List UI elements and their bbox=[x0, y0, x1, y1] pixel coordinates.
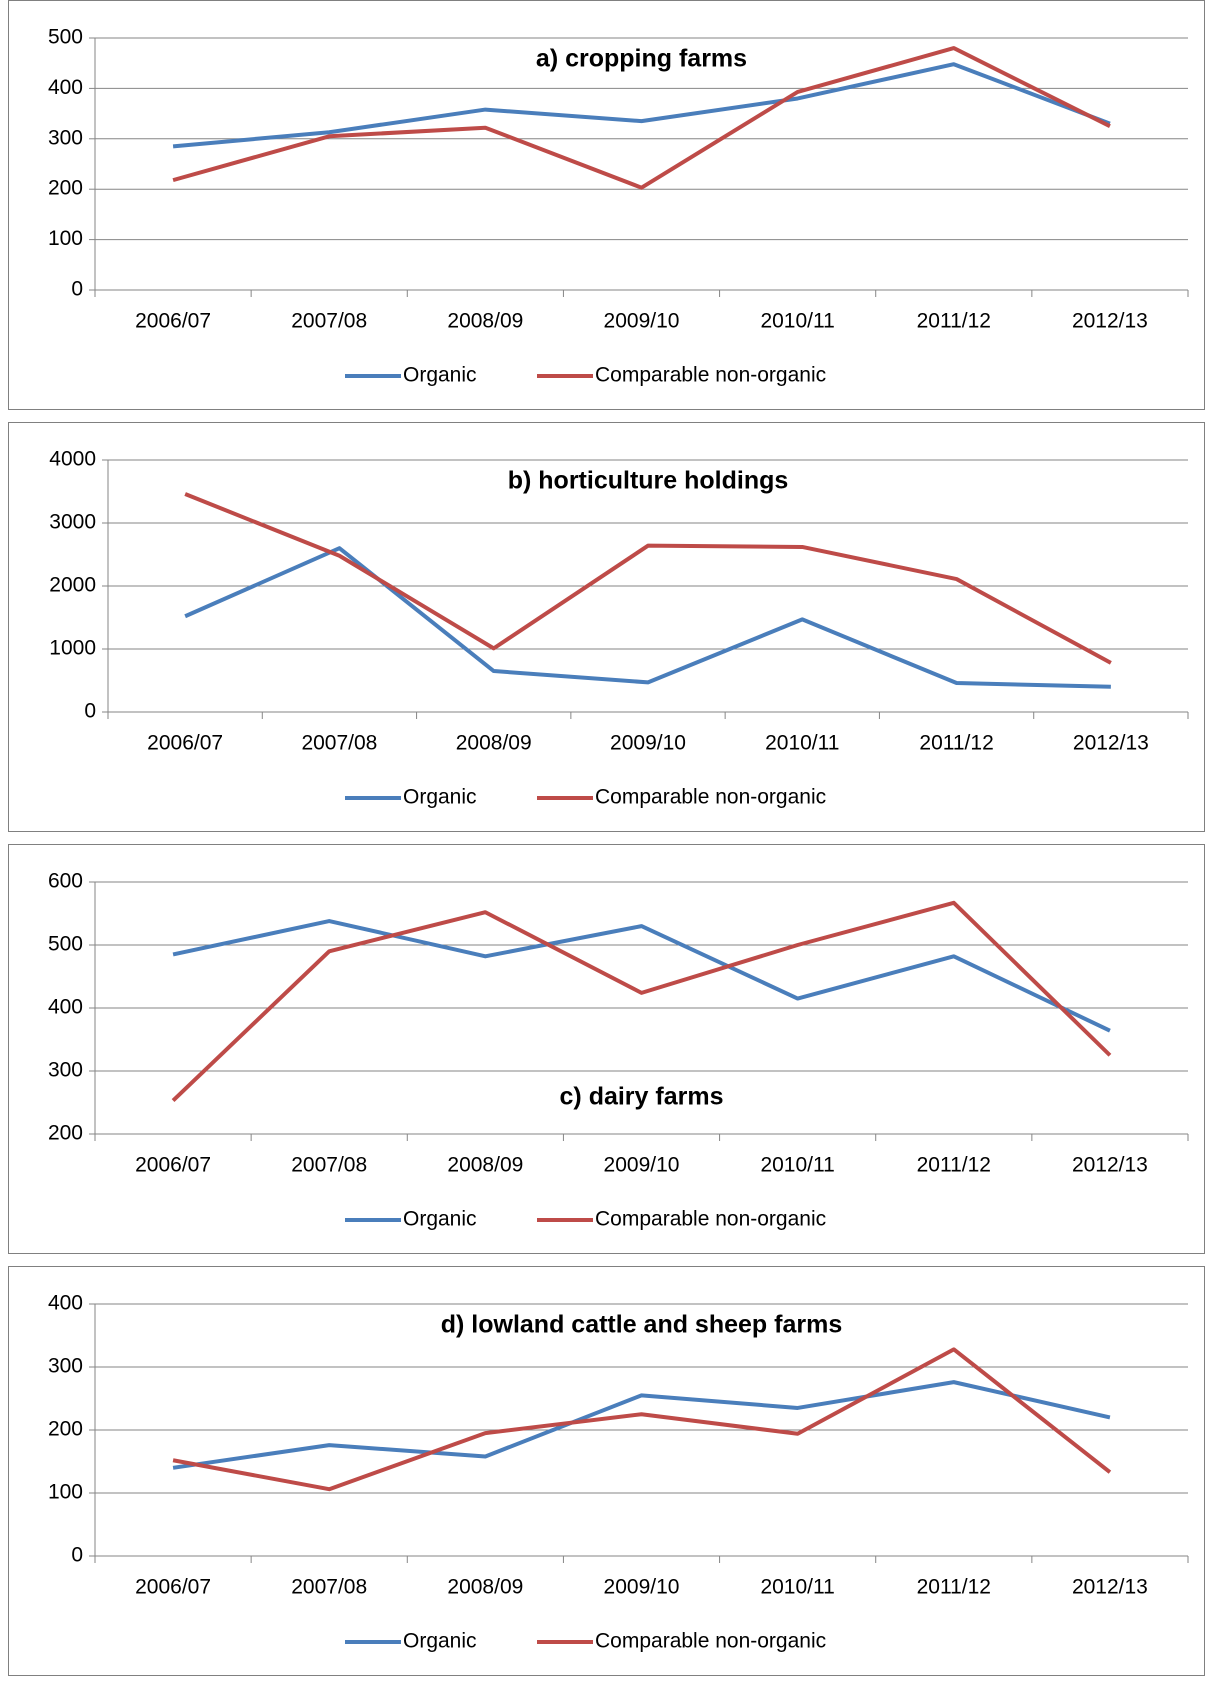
series-line bbox=[184, 492, 1112, 665]
x-tick-label: 2010/11 bbox=[760, 1576, 834, 1599]
y-tick-label: 300 bbox=[48, 126, 83, 149]
y-tick-label: 500 bbox=[48, 26, 83, 49]
x-tick-label: 2007/08 bbox=[291, 1154, 367, 1177]
legend-label: Comparable non-organic bbox=[595, 1208, 826, 1231]
x-tick-label: 2009/10 bbox=[604, 1154, 680, 1177]
x-tick-label: 2008/09 bbox=[447, 310, 523, 333]
panel-border bbox=[8, 0, 1205, 410]
y-tick-label: 300 bbox=[48, 1355, 83, 1378]
legend-label: Organic bbox=[403, 786, 477, 809]
x-tick-label: 2006/07 bbox=[147, 732, 223, 755]
x-tick-label: 2012/13 bbox=[1072, 310, 1148, 333]
panel-border bbox=[8, 844, 1205, 1254]
x-tick-label: 2009/10 bbox=[610, 732, 686, 755]
x-tick-label: 2008/09 bbox=[447, 1576, 523, 1599]
y-tick-label: 600 bbox=[48, 870, 83, 893]
y-tick-label: 2000 bbox=[49, 574, 96, 597]
y-tick-label: 400 bbox=[48, 996, 83, 1019]
x-tick-label: 2011/12 bbox=[917, 310, 991, 333]
legend-label: Organic bbox=[403, 1630, 477, 1653]
x-tick-label: 2012/13 bbox=[1072, 1154, 1148, 1177]
x-tick-label: 2011/12 bbox=[917, 1576, 991, 1599]
x-tick-label: 2006/07 bbox=[135, 1576, 211, 1599]
y-tick-label: 0 bbox=[71, 278, 83, 301]
y-tick-label: 200 bbox=[48, 1418, 83, 1441]
panel-border bbox=[8, 1266, 1205, 1676]
chart-title: a) cropping farms bbox=[536, 45, 747, 73]
legend-label: Comparable non-organic bbox=[595, 1630, 826, 1653]
chart-panel: 0 100 200 300 400 500 2006/07 2007/08 2008/09 200… bbox=[8, 0, 1205, 410]
x-tick-label: 2008/09 bbox=[456, 732, 532, 755]
series-line bbox=[171, 900, 1112, 1103]
chart-panel: 0 1000 2000 3000 4000 2006/07 2007/08 2008/09 20… bbox=[8, 422, 1205, 832]
x-tick-label: 2010/11 bbox=[760, 1154, 834, 1177]
y-tick-label: 500 bbox=[48, 933, 83, 956]
x-tick-label: 2006/07 bbox=[135, 310, 211, 333]
series-line bbox=[172, 919, 1111, 1033]
y-tick-label: 200 bbox=[48, 1122, 83, 1145]
series-line bbox=[172, 1347, 1112, 1492]
series-line bbox=[184, 546, 1111, 689]
y-tick-label: 1000 bbox=[49, 637, 96, 660]
x-tick-label: 2007/08 bbox=[291, 310, 367, 333]
legend-label: Comparable non-organic bbox=[595, 786, 826, 809]
x-tick-label: 2007/08 bbox=[301, 732, 377, 755]
y-tick-label: 3000 bbox=[49, 511, 96, 534]
y-tick-label: 4000 bbox=[49, 448, 96, 471]
panel-border bbox=[8, 422, 1205, 832]
y-tick-label: 100 bbox=[48, 1481, 83, 1504]
x-tick-label: 2006/07 bbox=[135, 1154, 211, 1177]
x-tick-label: 2008/09 bbox=[447, 1154, 523, 1177]
legend-label: Organic bbox=[403, 364, 477, 387]
x-tick-label: 2007/08 bbox=[291, 1576, 367, 1599]
x-tick-label: 2011/12 bbox=[919, 732, 993, 755]
series-line bbox=[172, 62, 1111, 149]
legend-label: Organic bbox=[403, 1208, 477, 1231]
chart-title: c) dairy farms bbox=[560, 1083, 724, 1111]
x-tick-label: 2009/10 bbox=[604, 310, 680, 333]
chart-panel: 200 300 400 500 600 2006/07 2007/08 2008/09 2009… bbox=[8, 844, 1205, 1254]
y-tick-label: 400 bbox=[48, 1292, 83, 1315]
legend-label: Comparable non-organic bbox=[595, 364, 826, 387]
y-tick-label: 0 bbox=[84, 700, 96, 723]
x-tick-label: 2010/11 bbox=[760, 310, 834, 333]
y-tick-label: 0 bbox=[71, 1544, 83, 1567]
chart-title: b) horticulture holdings bbox=[508, 467, 789, 495]
series-line bbox=[172, 1380, 1111, 1470]
y-tick-label: 300 bbox=[48, 1059, 83, 1082]
x-tick-label: 2012/13 bbox=[1072, 1576, 1148, 1599]
chart-panel: 0 100 200 300 400 2006/07 2007/08 2008/09 2009/1… bbox=[8, 1266, 1205, 1676]
x-tick-label: 2010/11 bbox=[765, 732, 839, 755]
x-tick-label: 2011/12 bbox=[917, 1154, 991, 1177]
x-tick-label: 2009/10 bbox=[604, 1576, 680, 1599]
y-tick-label: 200 bbox=[48, 177, 83, 200]
x-tick-label: 2012/13 bbox=[1073, 732, 1149, 755]
series-line bbox=[172, 46, 1111, 190]
chart-title: d) lowland cattle and sheep farms bbox=[441, 1311, 842, 1339]
y-tick-label: 100 bbox=[48, 227, 83, 250]
y-tick-label: 400 bbox=[48, 76, 83, 99]
